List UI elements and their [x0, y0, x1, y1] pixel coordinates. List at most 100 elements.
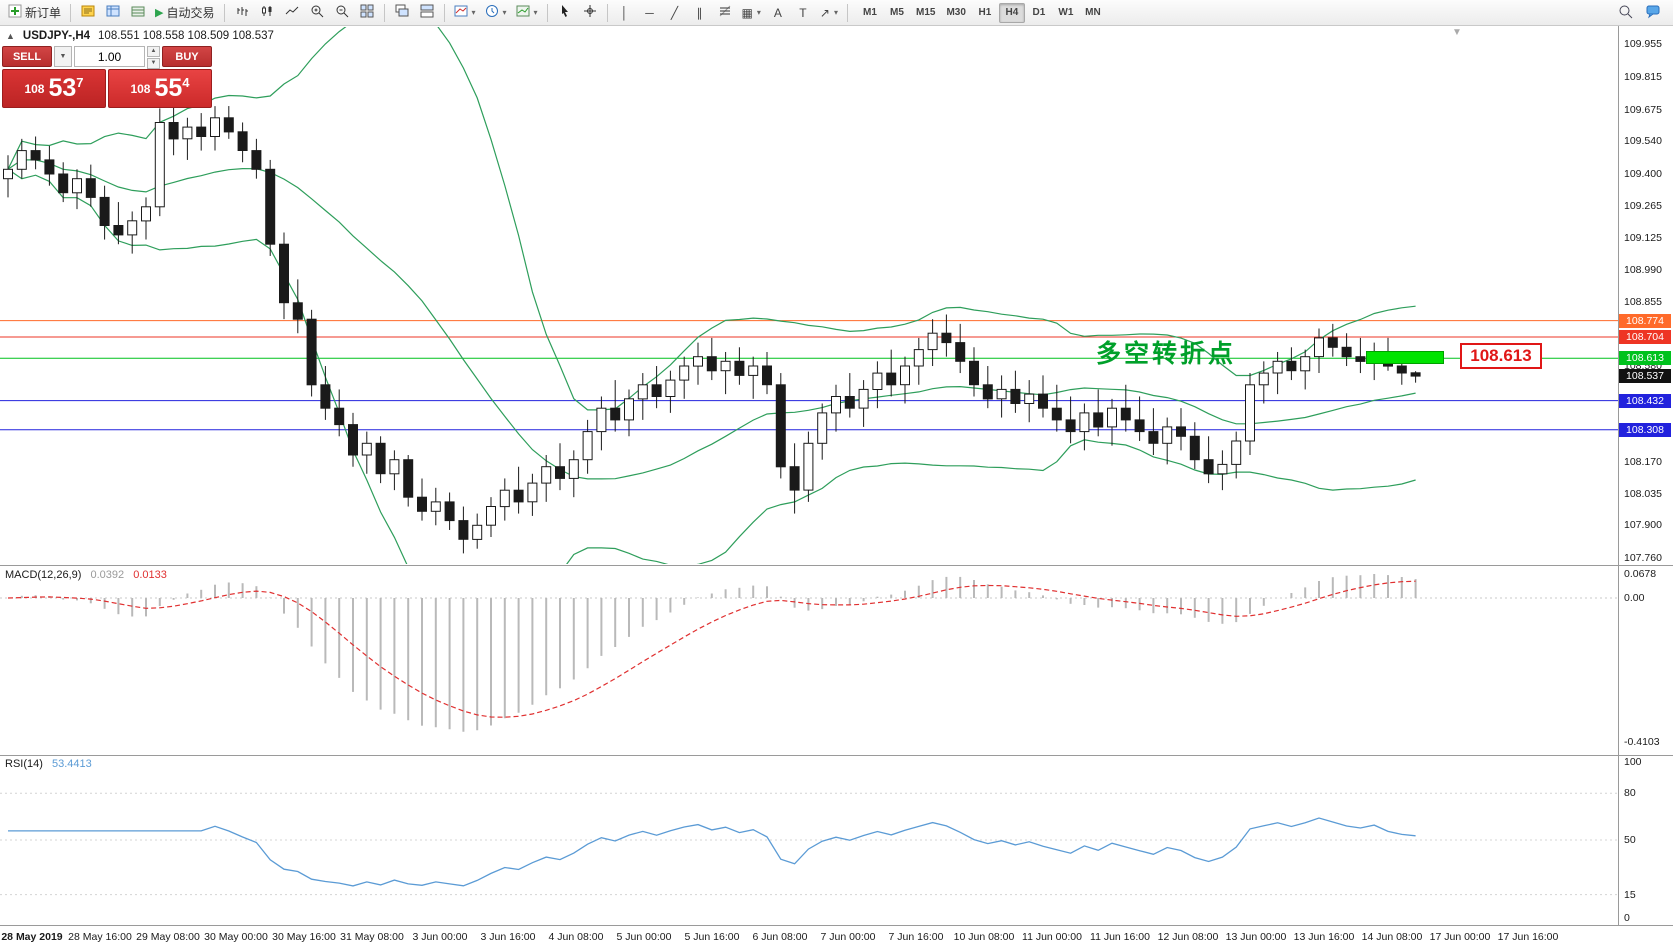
rsi-name: RSI(14) [5, 758, 43, 770]
macd-label: MACD(12,26,9) 0.0392 0.0133 [5, 569, 167, 581]
trendline-button[interactable]: ╱ [663, 2, 687, 24]
timeframe-m1[interactable]: M1 [857, 3, 883, 23]
autotrading-button[interactable]: ▶ 自动交易 [151, 2, 218, 24]
sell-price-button[interactable]: 108 53 7 [2, 69, 106, 108]
trendline-icon: ╱ [670, 5, 679, 20]
crosshair-button[interactable] [578, 2, 602, 24]
tile-windows-button[interactable] [355, 2, 379, 24]
tile-windows-icon [360, 4, 374, 21]
timeframe-m15[interactable]: M15 [911, 3, 940, 23]
periods-dropdown[interactable]: ▾ [481, 2, 511, 24]
price-callout: 108.613 [1460, 343, 1542, 369]
volume-step-up[interactable]: ▲ [147, 46, 160, 57]
rsi-label: RSI(14) 53.4413 [5, 758, 92, 770]
timeframe-m30[interactable]: M30 [941, 3, 970, 23]
one-click-panel-toggle[interactable]: ▲ [6, 31, 15, 41]
symbol-period-label: USDJPY-,H4 [22, 30, 91, 42]
timeframe-d1[interactable]: D1 [1026, 3, 1052, 23]
zoom-in-button[interactable] [305, 2, 329, 24]
toolbar: 新订单 ▶ 自动交易 ▾ ▾ ▾ │ ─ ╱ ∥ ▦ ▾ A T [0, 0, 1673, 26]
text-icon: A [773, 5, 782, 20]
autotrading-label: 自动交易 [166, 6, 215, 20]
clock-icon [485, 4, 499, 21]
search-icon [1618, 4, 1633, 22]
highlight-bar [1366, 351, 1444, 364]
sell-price-main: 53 [48, 74, 77, 102]
toolbar-separator [546, 3, 548, 22]
trade-panel-controls: SELL ▼ ▲ ▼ BUY [2, 46, 212, 69]
bar-chart-button[interactable] [230, 2, 254, 24]
rsi-value: 53.4413 [51, 758, 92, 770]
label-tool-button[interactable]: T [791, 2, 815, 24]
new-chart-dropdown[interactable]: ▾ [450, 2, 480, 24]
tile-horizontal-button[interactable] [415, 2, 439, 24]
cascade-windows-button[interactable] [390, 2, 414, 24]
arrow-icon: ↗ [819, 5, 830, 20]
candlestick-button[interactable] [255, 2, 279, 24]
data-window-button[interactable] [101, 2, 125, 24]
chat-icon [1646, 4, 1661, 22]
chart-header: ▲ USDJPY-,H4 108.551 108.558 108.509 108… [6, 30, 274, 42]
volume-input[interactable] [74, 46, 145, 67]
main-chart-layer [0, 27, 1618, 564]
vertical-line-button[interactable]: │ [613, 2, 637, 24]
bar-chart-icon [235, 4, 249, 21]
buy-price-button[interactable]: 108 55 4 [108, 69, 212, 108]
timeframe-m5[interactable]: M5 [884, 3, 910, 23]
timeframe-h1[interactable]: H1 [972, 3, 998, 23]
shapes-dropdown[interactable]: ▦ ▾ [738, 2, 765, 24]
chevron-down-icon: ▾ [533, 8, 538, 17]
data-window-icon [106, 4, 120, 21]
volume-stepper: ▲ ▼ [147, 46, 160, 69]
search-button[interactable] [1613, 2, 1637, 24]
terminal-button[interactable] [126, 2, 150, 24]
cursor-icon [558, 4, 572, 21]
chart-annotation: 多空转折点 [1096, 340, 1237, 368]
timeframe-mn[interactable]: MN [1080, 3, 1106, 23]
line-chart-button[interactable] [280, 2, 304, 24]
sell-button[interactable]: SELL [2, 46, 52, 67]
vertical-line-icon: │ [620, 5, 629, 20]
market-watch-icon [81, 4, 95, 21]
buy-button[interactable]: BUY [162, 46, 212, 67]
fibonacci-button[interactable] [713, 2, 737, 24]
volume-dropdown[interactable]: ▼ [54, 46, 72, 67]
chat-button[interactable] [1641, 2, 1665, 24]
arrows-dropdown[interactable]: ↗ ▾ [816, 2, 842, 24]
zoom-out-button[interactable] [330, 2, 354, 24]
market-watch-button[interactable] [76, 2, 100, 24]
text-tool-button[interactable]: A [766, 2, 790, 24]
zoom-in-icon [310, 4, 324, 21]
templates-icon [516, 4, 530, 21]
channel-button[interactable]: ∥ [688, 2, 712, 24]
timeframe-w1[interactable]: W1 [1053, 3, 1079, 23]
ohlc-readout: 108.551 108.558 108.509 108.537 [98, 30, 274, 42]
line-chart-icon [285, 4, 299, 21]
one-click-trading-panel: SELL ▼ ▲ ▼ BUY 108 53 7 108 55 4 [2, 46, 212, 108]
terminal-icon [131, 4, 145, 21]
volume-step-down[interactable]: ▼ [147, 58, 160, 69]
new-order-button[interactable]: 新订单 [4, 2, 65, 24]
tile-horizontal-icon [420, 4, 434, 21]
channel-icon: ∥ [696, 5, 703, 20]
toolbar-separator [606, 3, 608, 22]
templates-dropdown[interactable]: ▾ [512, 2, 542, 24]
fibonacci-icon [718, 4, 732, 21]
toolbar-separator [443, 3, 445, 22]
chevron-down-icon: ▾ [756, 8, 761, 17]
macd-name: MACD(12,26,9) [5, 569, 82, 581]
toolbar-separator [70, 3, 72, 22]
autotrading-play-icon: ▶ [155, 7, 164, 19]
chart-shift-marker[interactable]: ▼ [1452, 27, 1462, 38]
rsi-panel [0, 792, 1618, 896]
toolbar-right-group [1613, 2, 1669, 24]
timeframe-toolbar: M1 M5 M15 M30 H1 H4 D1 W1 MN [857, 2, 1106, 23]
zoom-out-icon [335, 4, 349, 21]
macd-panel [0, 574, 1618, 732]
cursor-button[interactable] [553, 2, 577, 24]
horizontal-line-button[interactable]: ─ [638, 2, 662, 24]
trade-panel-prices: 108 53 7 108 55 4 [2, 69, 212, 108]
timeframe-h4[interactable]: H4 [998, 2, 1025, 23]
